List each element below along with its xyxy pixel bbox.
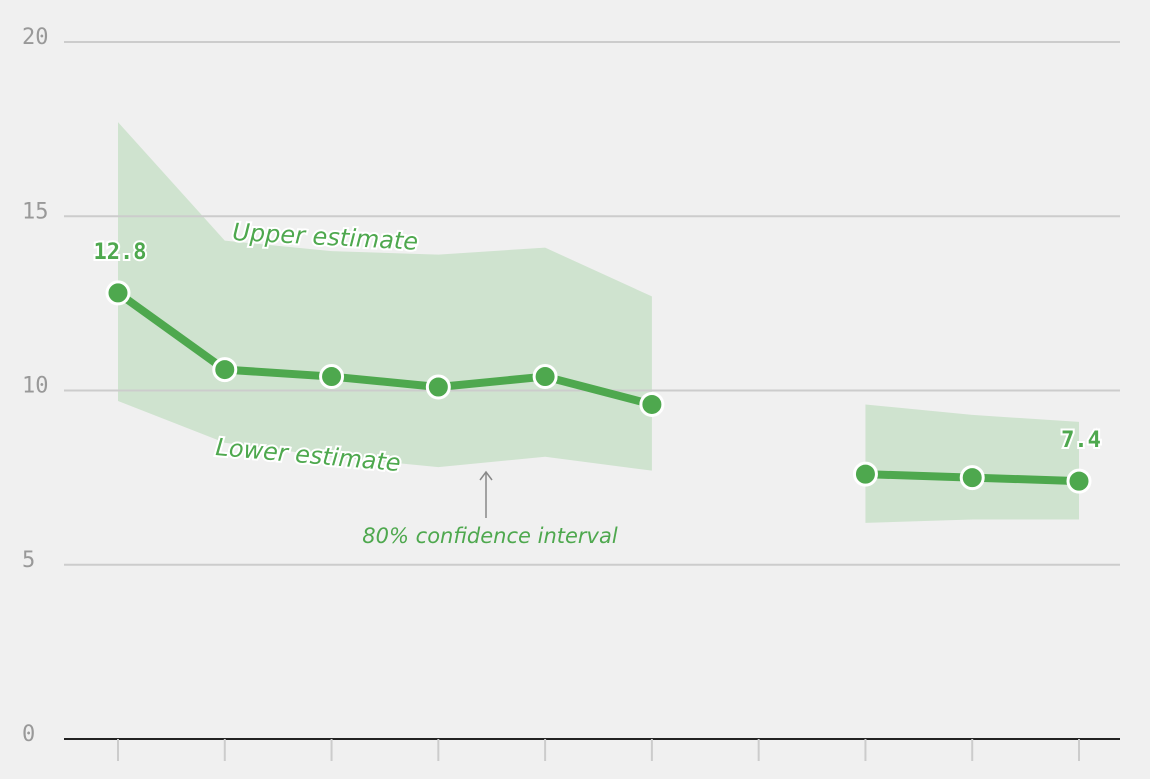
y-tick-label: 10 (22, 374, 49, 399)
point (425, 374, 451, 400)
point (1066, 468, 1092, 494)
value-label: 12.8 (94, 240, 147, 265)
y-tick-label: 5 (22, 548, 35, 573)
point (212, 357, 238, 383)
point (532, 364, 558, 390)
grid-layer: 0 5 10 15 20 (22, 25, 1120, 761)
point (105, 280, 131, 306)
ci-annotation: 80% confidence interval (362, 524, 618, 548)
confidence-band (118, 122, 652, 471)
line-layer: 12.8 7.4 (92, 238, 1103, 494)
point (639, 391, 665, 417)
point (959, 465, 985, 491)
band-layer (118, 122, 1079, 523)
confidence-band (865, 404, 1079, 523)
y-tick-label: 20 (22, 25, 49, 50)
y-tick-label: 15 (22, 199, 49, 224)
annotation-arrowhead (479, 470, 493, 481)
value-label: 7.4 (1061, 428, 1101, 453)
point (852, 461, 878, 487)
y-tick-label: 0 (22, 722, 35, 747)
point (319, 364, 345, 390)
line (115, 289, 653, 409)
